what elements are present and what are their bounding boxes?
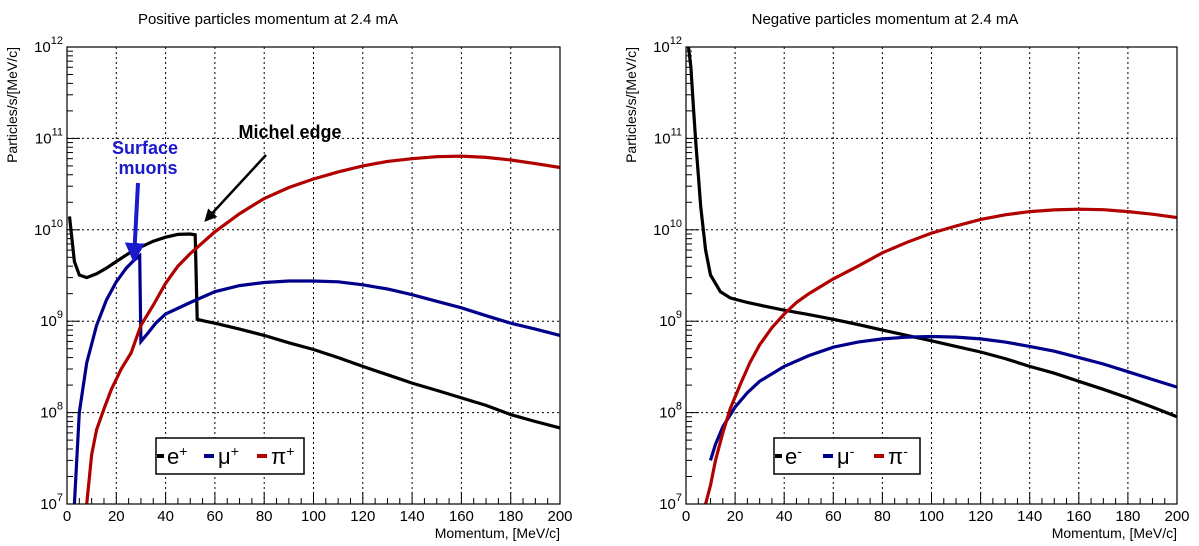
legend-item-pi-minus: π- [874,443,908,469]
series-line-e- [686,46,1178,419]
series-layer [686,46,1178,505]
series-line-μ+ [72,252,561,505]
x-tick-label: 140 [400,508,425,525]
legend-label: μ- [837,443,855,469]
x-tick-label: 200 [547,508,572,525]
y-tick-label: 109 [40,309,63,330]
legend-label: e- [785,443,802,469]
legend: e+ μ+ π+ [155,437,305,475]
legend-item-mu-minus: μ- [823,443,855,469]
x-tick-label: 180 [498,508,523,525]
chart-title: Positive particles momentum at 2.4 mA [138,11,398,28]
x-axis-label: Momentum, [MeV/c] [435,525,560,541]
plot-frame [685,46,1178,505]
legend-label-sup: + [286,443,294,459]
legend-label-base: π [888,444,903,469]
chart-positive: Positive particles momentum at 2.4 mA Pa… [4,11,573,541]
x-tick-label: 120 [968,508,993,525]
legend-label-sup: + [231,443,239,459]
x-tick-label: 60 [207,508,224,525]
legend-label-sup: - [850,443,855,459]
michel-edge-arrow [204,154,267,222]
y-tick-label: 107 [659,492,682,513]
x-tick-label: 120 [350,508,375,525]
legend-label-base: e [167,444,179,469]
y-tick-label: 1010 [653,218,682,239]
y-tick-label: 108 [659,401,682,422]
axis-ticks: 0 20 40 60 80 100 120 140 160 180 200 107 108 109 1010… [653,35,1189,525]
annotation-michel-edge: Michel edge [238,122,341,142]
y-tick-label: 1010 [34,218,63,239]
x-tick-label: 80 [874,508,891,525]
axis-ticks: 0 20 40 60 80 100 120 140 160 180 200 107 108 109 1010… [34,35,572,525]
x-tick-label: 80 [256,508,273,525]
x-tick-label: 160 [449,508,474,525]
legend-item-mu-plus: μ+ [204,443,239,469]
x-tick-label: 20 [108,508,125,525]
y-tick-label: 1012 [34,35,63,56]
x-axis-label: Momentum, [MeV/c] [1052,525,1177,541]
legend-label: π- [888,443,908,469]
legend-label: μ+ [218,443,239,469]
x-tick-label: 60 [825,508,842,525]
y-axis-label: Particles/s/[MeV/c] [623,47,639,163]
surface-muons-arrow [124,182,145,263]
x-tick-label: 180 [1115,508,1140,525]
legend-label: e+ [167,443,187,469]
y-tick-label: 109 [659,309,682,330]
y-tick-label: 108 [40,401,63,422]
legend-label-sup: - [903,443,908,459]
x-tick-label: 40 [157,508,174,525]
legend-label-base: μ [837,444,850,469]
series-line-μ- [708,334,1178,461]
x-tick-label: 100 [919,508,944,525]
chart-title: Negative particles momentum at 2.4 mA [752,11,1019,28]
legend-item-e-minus: e- [775,443,802,469]
legend: e- μ- π- [773,437,921,475]
x-tick-label: 140 [1017,508,1042,525]
legend-label-base: μ [218,444,231,469]
chart-negative: Negative particles momentum at 2.4 mA Pa… [623,11,1190,541]
series-line-π- [704,207,1178,505]
x-tick-label: 0 [682,508,690,525]
x-tick-label: 20 [727,508,744,525]
grid [67,47,560,504]
legend-item-pi-plus: π+ [257,443,294,469]
series-line-e+ [67,216,561,430]
y-tick-label: 107 [40,492,63,513]
y-tick-label: 1012 [653,35,682,56]
x-tick-label: 100 [301,508,326,525]
y-tick-label: 1011 [654,126,682,147]
grid [686,47,1177,504]
legend-label-sup: - [797,443,802,459]
y-axis-label: Particles/s/[MeV/c] [4,47,20,163]
series-layer [67,154,561,505]
legend-item-e-plus: e+ [157,443,187,469]
y-tick-label: 1011 [35,126,63,147]
annotation-surface: Surface [112,138,178,158]
x-tick-label: 160 [1066,508,1091,525]
x-tick-label: 0 [63,508,71,525]
x-tick-label: 40 [776,508,793,525]
legend-label: π+ [271,443,294,469]
legend-label-sup: + [179,443,187,459]
legend-label-base: e [785,444,797,469]
legend-box [155,437,305,475]
annotation-muons: muons [118,158,177,178]
x-tick-label: 200 [1164,508,1189,525]
legend-label-base: π [271,444,286,469]
legend-box [773,437,921,475]
series-line-π+ [85,154,561,505]
